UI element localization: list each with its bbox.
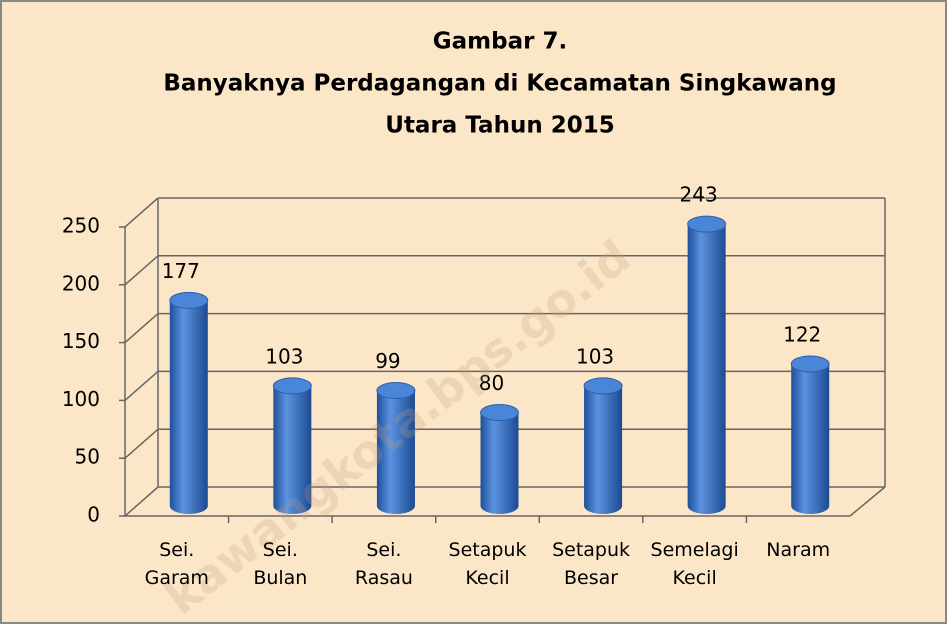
- bar-top: [480, 404, 519, 422]
- y-tick-label: 150: [62, 329, 100, 353]
- data-label: 177: [162, 259, 200, 283]
- data-label: 122: [783, 322, 821, 346]
- chart-title: Gambar 7.: [433, 29, 567, 55]
- data-label: 103: [265, 344, 303, 368]
- y-tick-label: 0: [87, 503, 100, 527]
- data-label: 80: [479, 371, 504, 395]
- x-tick-label: Sei. Bulan: [253, 539, 308, 589]
- chart-title: Banyaknya Perdagangan di Kecamatan Singk…: [163, 71, 836, 97]
- bar-top: [272, 377, 312, 395]
- bar-top: [790, 355, 830, 373]
- x-tick-label: Setapuk Besar: [552, 539, 631, 589]
- data-label: 103: [576, 344, 614, 368]
- bar-top: [687, 215, 727, 233]
- grid-line: [124, 370, 159, 401]
- bar-top: [376, 382, 416, 400]
- bar: [791, 363, 830, 514]
- grid-line: [124, 313, 159, 344]
- grid-line: [124, 255, 159, 286]
- bar-top: [169, 291, 209, 309]
- chart-title: Utara Tahun 2015: [385, 113, 614, 139]
- x-tick-label: Sei. Garam: [144, 539, 209, 589]
- bar: [584, 385, 623, 514]
- grid-line: [124, 486, 159, 517]
- bar: [169, 300, 208, 514]
- x-tick-label: Sei. Rasau: [354, 539, 413, 589]
- data-label: 243: [680, 183, 718, 207]
- grid-line: [124, 197, 159, 228]
- bar: [480, 412, 519, 514]
- data-label: 99: [375, 349, 400, 373]
- x-tick-label: Semelagi Kecil: [650, 539, 739, 589]
- bar: [687, 224, 726, 515]
- grid-line: [124, 428, 159, 459]
- floor-right: [849, 486, 886, 517]
- x-tick-label: Naram: [766, 539, 831, 561]
- bar-top: [583, 377, 623, 395]
- y-tick-label: 200: [62, 271, 100, 295]
- bar: [376, 390, 415, 514]
- x-tick-label: Setapuk Kecil: [448, 539, 527, 589]
- y-tick-label: 50: [75, 445, 100, 469]
- y-tick-label: 250: [62, 214, 100, 238]
- y-tick-label: 100: [62, 387, 100, 411]
- bar: [273, 385, 312, 514]
